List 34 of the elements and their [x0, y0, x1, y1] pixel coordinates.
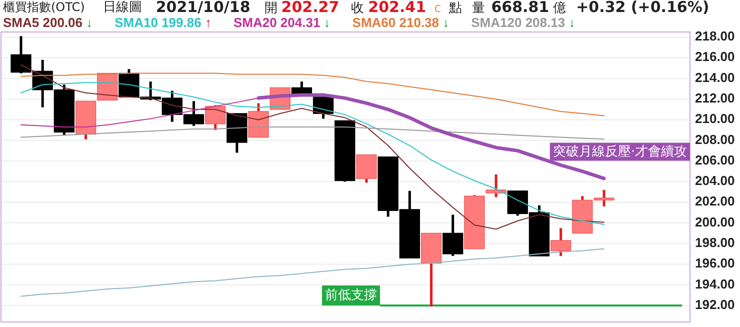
y-tick-label: 208.00 — [695, 132, 735, 147]
y-tick-label: 194.00 — [695, 276, 735, 292]
annotation: 突破月線反壓·才會續攻 — [552, 144, 687, 160]
text: SMA20 204.31 ↓ — [233, 15, 330, 30]
chart-subtitle: 日線圖 — [102, 0, 142, 15]
text: 量 — [472, 1, 486, 16]
text: 收 — [351, 1, 364, 16]
y-tick-label: 214.00 — [695, 70, 735, 85]
text: 2021/10/18 — [156, 0, 250, 16]
text: 202.41 — [368, 0, 426, 16]
y-tick-label: 212.00 — [695, 90, 735, 106]
y-tick-label: 192.00 — [695, 296, 735, 312]
ref-line-label: 前低支撐 — [325, 288, 377, 304]
y-tick-label: 204.00 — [695, 173, 735, 188]
text: SMA120 208.13 ↓ — [471, 15, 576, 30]
text: 202.27 — [281, 0, 340, 16]
y-tick-label: 198.00 — [695, 235, 735, 250]
y-tick-label: 216.00 — [695, 49, 735, 64]
text: SMA60 210.38 ↓ — [352, 15, 450, 30]
text: 開 — [264, 1, 278, 16]
text: 668.81 — [491, 0, 550, 16]
text: c — [434, 1, 442, 16]
chart-title: 櫃買指數(OTC) — [3, 0, 85, 14]
text: SMA5 200.06 ↓ — [3, 15, 93, 30]
y-tick-label: 210.00 — [695, 111, 735, 126]
y-tick-label: 202.00 — [695, 194, 735, 209]
y-tick-label: 206.00 — [695, 152, 735, 168]
y-tick-label: 218.00 — [695, 28, 735, 44]
text: SMA10 199.86 ↑ — [114, 15, 212, 30]
y-tick-label: 196.00 — [695, 256, 735, 271]
text: 億 — [553, 1, 566, 16]
text: +0.32 (+0.16%) — [576, 0, 710, 16]
text: 點 — [448, 1, 462, 16]
y-tick-label: 200.00 — [695, 214, 735, 230]
